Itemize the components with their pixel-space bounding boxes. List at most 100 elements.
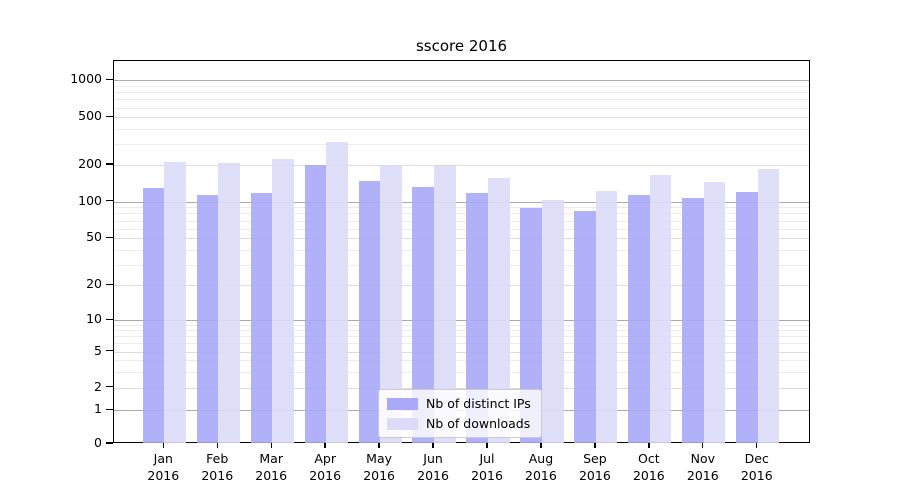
y-tick-mark: [106, 350, 113, 352]
gridline-major: [114, 238, 809, 240]
gridline-minor: [114, 325, 809, 327]
gridline-major: [114, 201, 809, 203]
x-tick-label: Mar 2016: [255, 451, 288, 483]
y-tick-mark: [106, 386, 113, 388]
legend-item-distinct-ips: Nb of distinct IPs: [387, 396, 531, 411]
y-tick-label: 200: [78, 155, 102, 171]
y-tick-mark: [106, 78, 113, 80]
gridline-major: [114, 80, 809, 82]
bar-nov-2016-downloads: [703, 181, 726, 443]
y-tick-label: 50: [86, 229, 102, 245]
legend-swatch-distinct-ips: [387, 397, 418, 410]
x-tick-label: Oct 2016: [632, 451, 665, 483]
gridline-minor: [114, 99, 809, 101]
gridline-major: [114, 117, 809, 119]
y-tick-mark: [106, 236, 113, 238]
x-tick-label: May 2016: [363, 451, 395, 483]
bar-apr-2016-ips: [304, 164, 327, 443]
legend-item-downloads: Nb of downloads: [387, 416, 531, 431]
bar-mar-2016-downloads: [272, 159, 294, 443]
y-tick-label: 500: [78, 108, 102, 124]
x-tick-mark: [378, 443, 380, 448]
gridline-minor: [114, 371, 809, 373]
y-tick-label: 5: [94, 342, 102, 358]
gridline-minor: [114, 143, 809, 145]
bar-jun-2016-ips: [412, 186, 435, 443]
gridline-major: [114, 351, 809, 353]
chart-title: sscore 2016: [415, 37, 508, 55]
y-tick-label: 20: [86, 276, 102, 292]
bar-jan-2016-ips: [142, 187, 165, 443]
x-tick-label: Aug 2016: [525, 451, 557, 483]
x-tick-label: Jul 2016: [471, 451, 503, 483]
x-tick-mark: [702, 443, 704, 448]
bar-dec-2016-ips: [736, 191, 758, 443]
gridline-minor: [114, 107, 809, 109]
gridline-minor: [114, 213, 809, 215]
y-tick-mark: [106, 283, 113, 285]
bar-apr-2016-downloads: [326, 142, 348, 443]
legend-label-downloads: Nb of downloads: [426, 416, 531, 431]
x-tick-label: Sep 2016: [578, 451, 611, 483]
x-tick-mark: [324, 443, 326, 448]
bar-jul-2016-downloads: [488, 177, 510, 443]
x-tick-mark: [594, 443, 596, 448]
y-tick-mark: [106, 200, 113, 202]
y-tick-mark: [106, 408, 113, 410]
y-tick-label: 1000: [70, 71, 102, 87]
legend: Nb of distinct IPs Nb of downloads: [378, 389, 542, 438]
gridline-minor: [114, 360, 809, 362]
gridline-minor: [114, 220, 809, 222]
gridline-minor: [114, 336, 809, 338]
gridline-minor: [114, 92, 809, 94]
y-tick-label: 100: [78, 192, 102, 208]
gridline-minor: [114, 128, 809, 130]
x-tick-mark: [216, 443, 218, 448]
y-tick-label: 1: [94, 401, 102, 417]
bar-aug-2016-downloads: [541, 199, 564, 443]
x-tick-label: Jan 2016: [147, 451, 180, 483]
x-tick-mark: [756, 443, 758, 448]
y-tick-mark: [106, 318, 113, 320]
bar-may-2016-downloads: [380, 164, 402, 443]
gridline-major: [114, 285, 809, 287]
y-tick-mark: [106, 163, 113, 165]
bar-jul-2016-ips: [466, 192, 488, 443]
x-tick-label: Dec 2016: [740, 451, 773, 483]
x-tick-mark: [162, 443, 164, 448]
bar-sep-2016-ips: [574, 210, 596, 443]
gridline-minor: [114, 264, 809, 266]
bar-oct-2016-ips: [628, 195, 650, 443]
bar-feb-2016-ips: [196, 195, 219, 443]
y-tick-label: 10: [86, 311, 102, 327]
x-tick-label: Apr 2016: [309, 451, 342, 483]
plot-area: Nb of distinct IPs Nb of downloads: [113, 60, 810, 443]
x-tick-mark: [486, 443, 488, 448]
gridline-minor: [114, 85, 809, 87]
bar-mar-2016-ips: [250, 192, 273, 443]
bar-sep-2016-downloads: [595, 190, 618, 443]
gridline-minor: [114, 343, 809, 345]
x-tick-label: Nov 2016: [686, 451, 719, 483]
x-tick-label: Jun 2016: [417, 451, 449, 483]
x-tick-mark: [270, 443, 272, 448]
y-tick-mark: [106, 115, 113, 117]
y-tick-label: 0: [94, 435, 102, 450]
gridline-minor: [114, 330, 809, 332]
legend-label-distinct-ips: Nb of distinct IPs: [426, 396, 531, 411]
x-tick-mark: [648, 443, 650, 448]
gridline-major: [114, 320, 809, 322]
gridline-minor: [114, 207, 809, 209]
gridline-minor: [114, 249, 809, 251]
x-tick-mark: [432, 443, 434, 448]
bar-jan-2016-downloads: [164, 162, 186, 443]
bar-oct-2016-downloads: [649, 174, 672, 443]
bar-dec-2016-downloads: [757, 168, 780, 443]
gridline-major: [114, 164, 809, 166]
gridline-minor: [114, 228, 809, 230]
legend-swatch-downloads: [387, 417, 418, 430]
y-tick-mark: [106, 442, 113, 444]
x-tick-label: Feb 2016: [201, 451, 234, 483]
y-tick-label: 2: [94, 378, 102, 394]
